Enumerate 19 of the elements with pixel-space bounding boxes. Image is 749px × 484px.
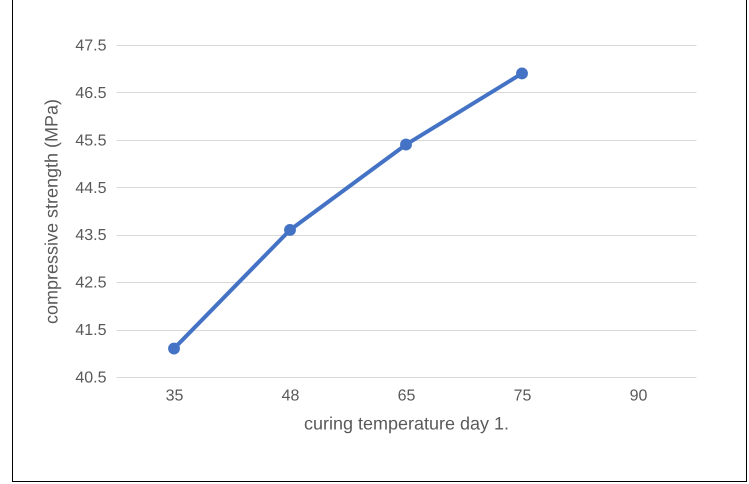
x-axis-title: curing temperature day 1. bbox=[304, 414, 510, 434]
point bbox=[400, 138, 412, 151]
y-tick-label: 47.5 bbox=[75, 38, 107, 54]
y-tick-label: 45.5 bbox=[75, 132, 107, 150]
y-tick-label: 41.5 bbox=[75, 322, 107, 340]
x-tick-label: 48 bbox=[282, 388, 300, 404]
y-tick-label: 40.5 bbox=[75, 370, 107, 386]
y-tick-label: 42.5 bbox=[75, 274, 107, 292]
y-tick-label: 43.5 bbox=[75, 227, 107, 244]
point bbox=[168, 342, 180, 354]
y-tick-label: 44.5 bbox=[75, 180, 107, 197]
point bbox=[284, 224, 296, 236]
x-tick-label: 75 bbox=[514, 388, 532, 404]
y-tick-label: 46.5 bbox=[75, 84, 107, 102]
point bbox=[516, 68, 528, 80]
x-tick-label: 90 bbox=[630, 388, 648, 404]
y-axis-title: compressive strength (MPa) bbox=[41, 98, 62, 324]
x-tick-label: 65 bbox=[398, 388, 416, 404]
x-tick-label: 35 bbox=[166, 388, 184, 404]
